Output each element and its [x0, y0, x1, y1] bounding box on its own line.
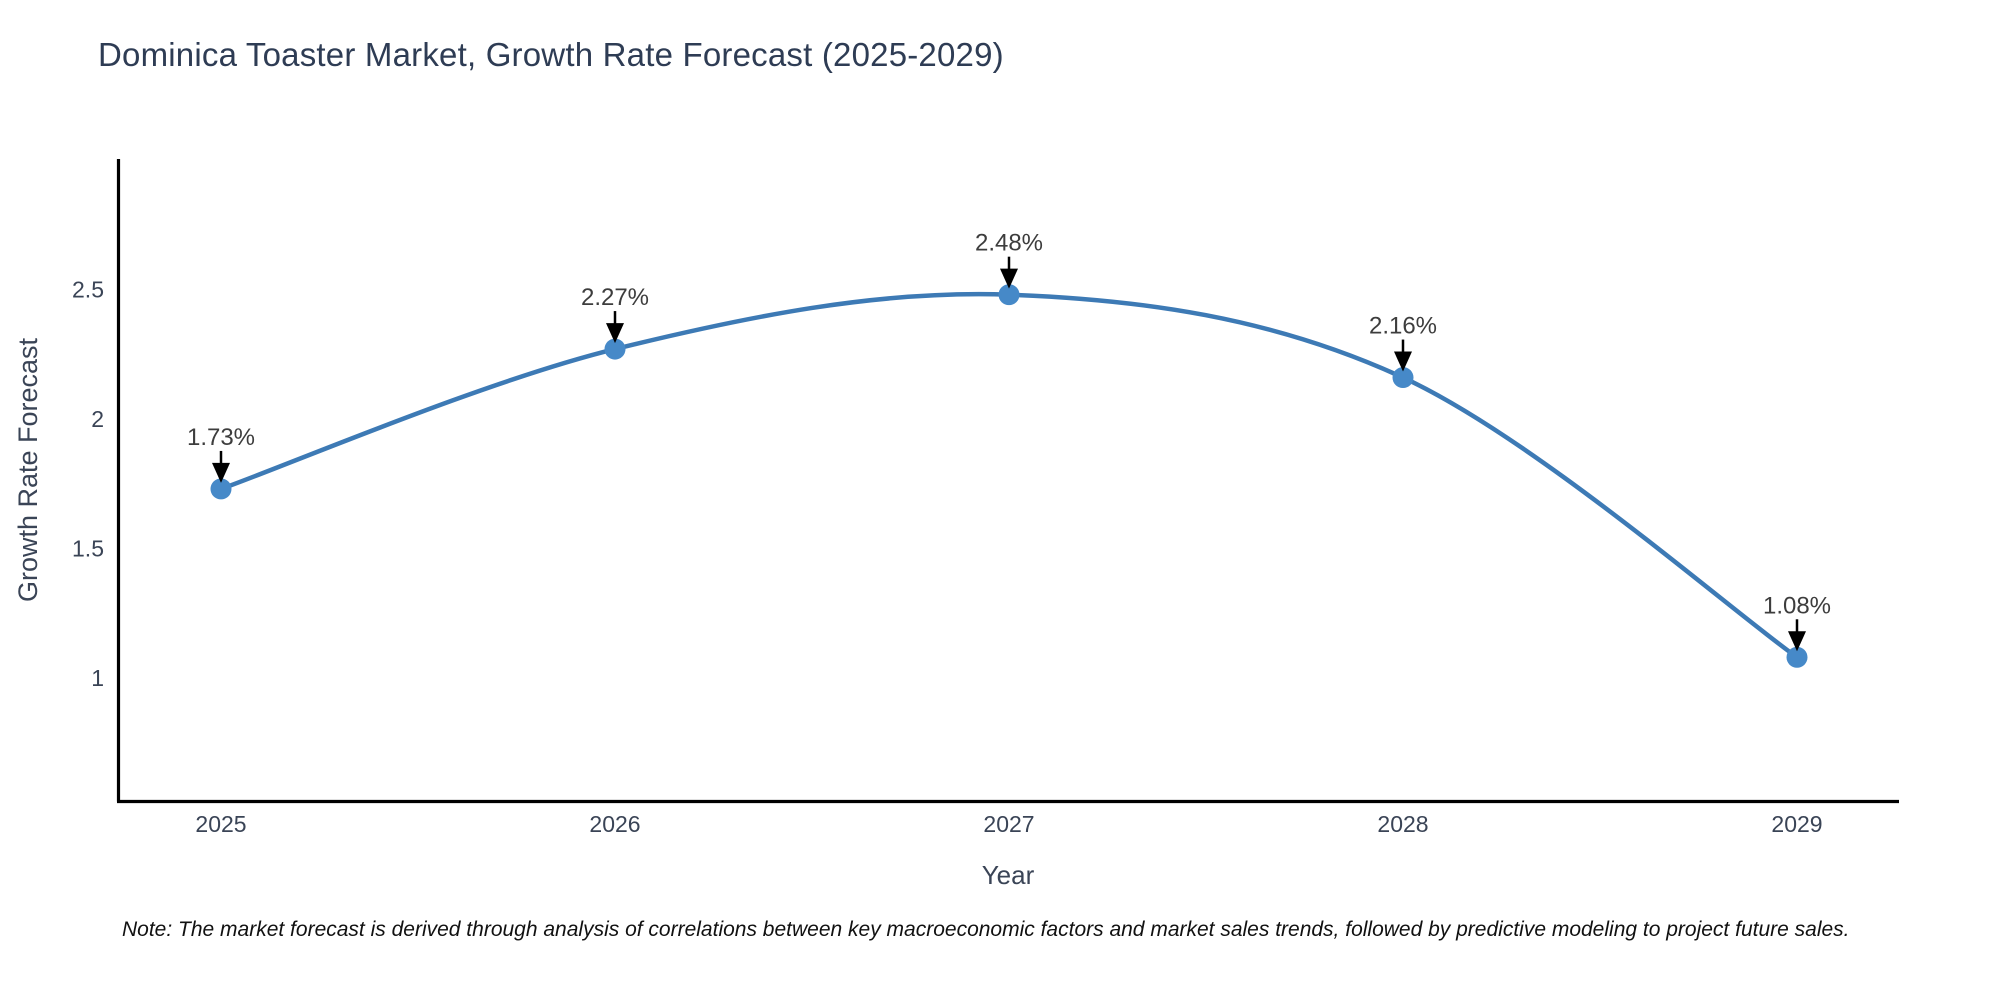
- x-tick-label: 2029: [1771, 811, 1822, 837]
- x-axis-title: Year: [981, 860, 1035, 890]
- footnote: Note: The market forecast is derived thr…: [122, 918, 1850, 941]
- annotation-arrow-head: [1788, 631, 1806, 652]
- data-point-marker: [1786, 646, 1808, 668]
- y-tick-label: 2.5: [72, 277, 104, 303]
- forecast-line: [218, 291, 1800, 660]
- point-value-label: 2.16%: [1369, 313, 1437, 340]
- data-point-marker: [1392, 367, 1414, 389]
- point-value-label: 1.73%: [187, 424, 255, 451]
- point-value-label: 2.27%: [581, 284, 649, 311]
- annotation-arrow-head: [606, 323, 624, 344]
- y-tick-label: 1.5: [72, 536, 104, 562]
- x-tick-label: 2028: [1377, 811, 1428, 837]
- point-value-label: 2.48%: [975, 230, 1043, 257]
- x-tick-label: 2025: [195, 811, 246, 837]
- annotation-arrow-head: [1394, 351, 1412, 372]
- data-point-marker: [998, 284, 1020, 306]
- data-point-marker: [604, 338, 626, 360]
- point-value-label: 1.08%: [1763, 592, 1831, 619]
- x-tick-label: 2026: [589, 811, 640, 837]
- annotation-arrow-head: [1000, 268, 1018, 289]
- y-tick-label: 1: [91, 665, 104, 691]
- y-tick-label: 2: [91, 406, 104, 432]
- chart-title: Dominica Toaster Market, Growth Rate For…: [98, 36, 1004, 73]
- axis-lines: [116, 159, 1899, 804]
- annotation-arrow-head: [212, 462, 230, 483]
- data-point-marker: [210, 478, 232, 500]
- x-tick-label: 2027: [983, 811, 1034, 837]
